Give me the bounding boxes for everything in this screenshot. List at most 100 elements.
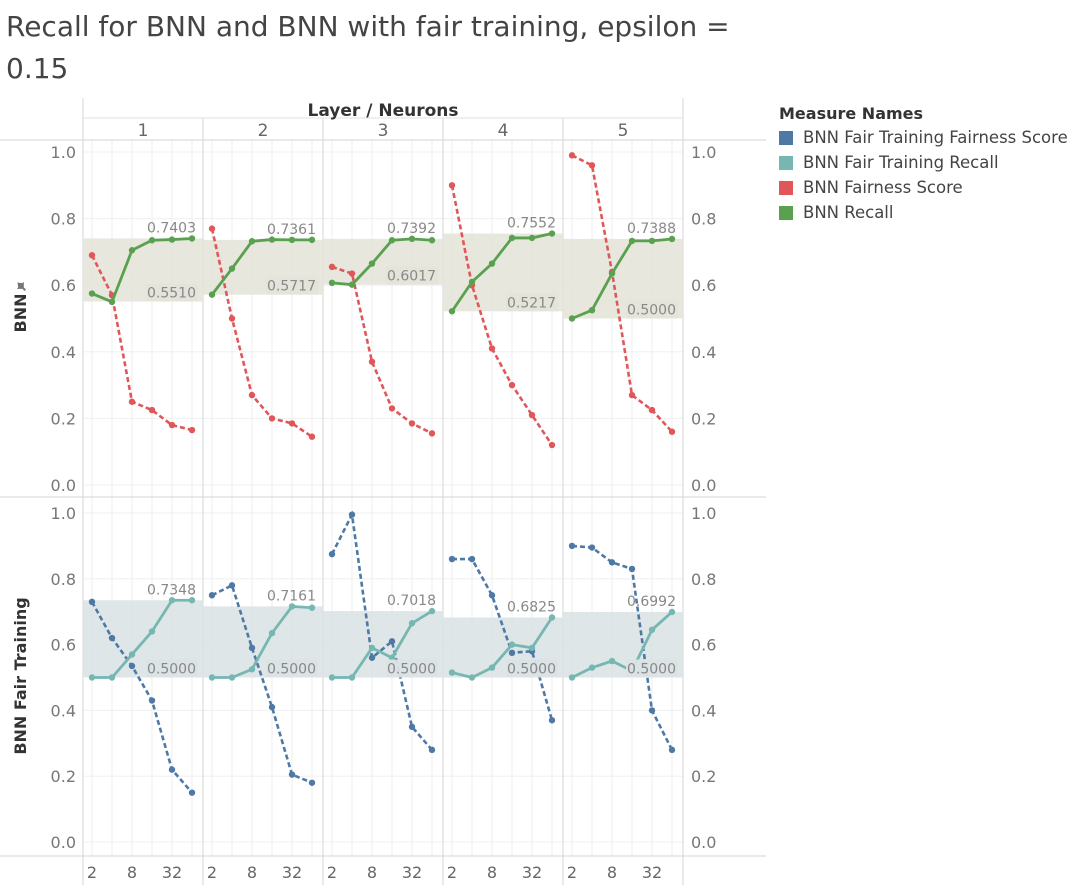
fairness-point[interactable] xyxy=(248,644,256,652)
recall-point[interactable] xyxy=(168,236,176,243)
recall-point[interactable] xyxy=(248,238,256,245)
pin-icon[interactable] xyxy=(14,279,29,294)
recall-point[interactable] xyxy=(368,644,376,652)
fairness-point[interactable] xyxy=(268,415,276,422)
recall-point[interactable] xyxy=(588,306,596,314)
fairness-point[interactable] xyxy=(648,707,656,714)
recall-point[interactable] xyxy=(488,664,496,671)
fairness-point[interactable] xyxy=(208,592,216,599)
recall-point[interactable] xyxy=(488,260,496,267)
fairness-point[interactable] xyxy=(148,406,156,414)
fairness-point[interactable] xyxy=(448,555,456,563)
recall-point[interactable] xyxy=(668,608,676,616)
fairness-point[interactable] xyxy=(628,565,636,573)
recall-point[interactable] xyxy=(288,236,296,244)
recall-point[interactable] xyxy=(428,607,436,615)
recall-point[interactable] xyxy=(108,674,116,681)
fairness-point[interactable] xyxy=(348,270,356,277)
recall-point[interactable] xyxy=(648,626,656,633)
recall-point[interactable] xyxy=(368,260,376,267)
recall-point[interactable] xyxy=(148,237,156,244)
fairness-point[interactable] xyxy=(568,542,576,550)
fairness-point[interactable] xyxy=(488,592,496,599)
recall-point[interactable] xyxy=(128,247,136,254)
recall-point[interactable] xyxy=(148,628,156,635)
fairness-point[interactable] xyxy=(628,391,636,399)
recall-point[interactable] xyxy=(568,674,576,681)
recall-point[interactable] xyxy=(628,237,636,245)
recall-point[interactable] xyxy=(348,281,356,288)
fairness-point[interactable] xyxy=(528,411,536,419)
fairness-point[interactable] xyxy=(348,511,356,518)
recall-point[interactable] xyxy=(428,237,436,244)
recall-point[interactable] xyxy=(88,290,96,297)
recall-point[interactable] xyxy=(408,235,416,243)
recall-point[interactable] xyxy=(328,279,336,287)
fairness-point[interactable] xyxy=(408,723,416,731)
recall-point[interactable] xyxy=(288,603,296,610)
recall-point[interactable] xyxy=(408,620,416,627)
fairness-point[interactable] xyxy=(288,420,296,427)
fairness-point[interactable] xyxy=(588,162,596,169)
recall-point[interactable] xyxy=(188,235,196,242)
fairness-point[interactable] xyxy=(668,428,676,435)
recall-point[interactable] xyxy=(248,666,256,673)
legend[interactable]: Measure Names BNN Fair Training Fairness… xyxy=(779,104,1068,225)
fairness-point[interactable] xyxy=(548,441,556,449)
fairness-point[interactable] xyxy=(168,766,176,773)
fairness-point[interactable] xyxy=(88,598,96,606)
recall-point[interactable] xyxy=(528,234,536,242)
recall-point[interactable] xyxy=(388,654,396,661)
fairness-point[interactable] xyxy=(148,697,156,704)
fairness-point[interactable] xyxy=(668,746,676,754)
fairness-point[interactable] xyxy=(188,789,196,796)
fairness-point[interactable] xyxy=(388,405,396,412)
fairness-point[interactable] xyxy=(88,252,96,259)
recall-point[interactable] xyxy=(348,674,356,681)
recall-point[interactable] xyxy=(568,315,576,322)
recall-point[interactable] xyxy=(328,674,336,681)
fairness-point[interactable] xyxy=(508,381,516,389)
recall-point[interactable] xyxy=(468,278,476,286)
recall-point[interactable] xyxy=(668,235,676,243)
fairness-point[interactable] xyxy=(288,771,296,778)
fairness-point[interactable] xyxy=(168,421,176,429)
fairness-point[interactable] xyxy=(428,746,436,754)
fairness-point[interactable] xyxy=(228,315,236,322)
recall-point[interactable] xyxy=(468,674,476,681)
fairness-point[interactable] xyxy=(388,638,396,645)
recall-point[interactable] xyxy=(268,236,276,243)
recall-point[interactable] xyxy=(308,236,316,244)
recall-point[interactable] xyxy=(188,597,196,604)
recall-point[interactable] xyxy=(528,644,536,652)
fairness-point[interactable] xyxy=(268,703,276,711)
fairness-point[interactable] xyxy=(448,182,456,189)
legend-item-1[interactable]: BNN Fair Training Recall xyxy=(779,150,1068,175)
recall-point[interactable] xyxy=(388,237,396,244)
fairness-point[interactable] xyxy=(608,559,616,566)
recall-point[interactable] xyxy=(88,674,96,681)
fairness-point[interactable] xyxy=(548,717,556,724)
recall-point[interactable] xyxy=(308,604,316,611)
recall-point[interactable] xyxy=(508,641,516,648)
recall-point[interactable] xyxy=(108,298,116,306)
fairness-point[interactable] xyxy=(208,225,216,232)
recall-point[interactable] xyxy=(448,669,456,676)
fairness-point[interactable] xyxy=(308,779,316,786)
recall-point[interactable] xyxy=(588,664,596,671)
legend-item-2[interactable]: BNN Fairness Score xyxy=(779,175,1068,200)
fairness-point[interactable] xyxy=(568,152,576,159)
fairness-point[interactable] xyxy=(408,420,416,427)
fairness-point[interactable] xyxy=(368,358,376,365)
fairness-point[interactable] xyxy=(328,263,336,271)
fairness-point[interactable] xyxy=(188,426,196,434)
recall-point[interactable] xyxy=(168,597,176,604)
fairness-point[interactable] xyxy=(328,550,336,558)
fairness-point[interactable] xyxy=(308,433,316,440)
fairness-point[interactable] xyxy=(108,634,116,642)
recall-point[interactable] xyxy=(208,674,216,681)
fairness-point[interactable] xyxy=(248,391,256,399)
fairness-point[interactable] xyxy=(128,662,136,670)
recall-point[interactable] xyxy=(128,651,136,658)
recall-point[interactable] xyxy=(608,657,616,665)
